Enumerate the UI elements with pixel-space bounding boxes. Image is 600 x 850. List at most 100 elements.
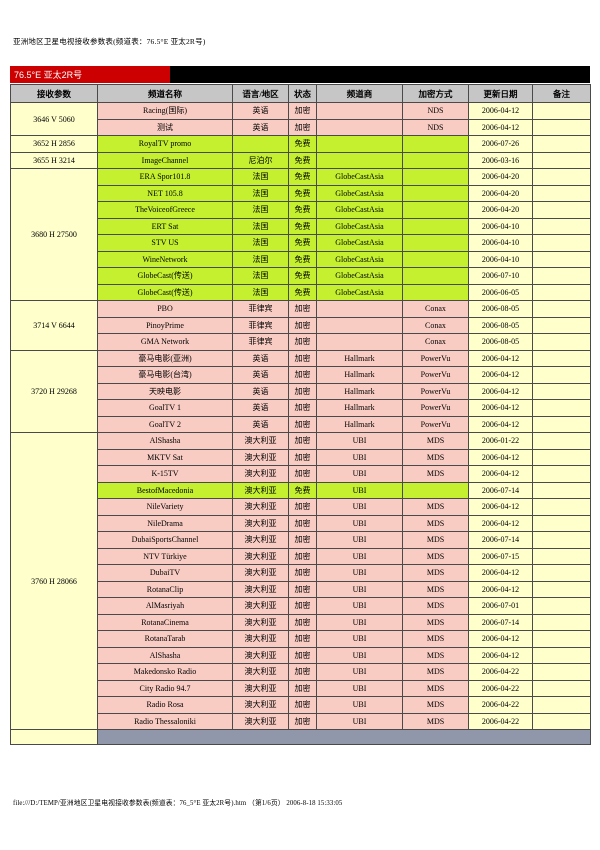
note-cell [532, 514, 591, 532]
language-cell: 法国 [232, 201, 289, 219]
table-row: MKTV Sat 澳大利亚 加密 UBI MDS 2006-04-12 [11, 448, 591, 466]
note-cell [532, 184, 591, 202]
provider-cell: UBI [316, 514, 403, 532]
status-cell: 加密 [288, 399, 317, 417]
status-cell: 加密 [288, 316, 317, 334]
status-cell: 免费 [288, 217, 317, 235]
note-cell [532, 663, 591, 681]
language-cell: 澳大利亚 [232, 696, 289, 714]
table-row: GoalTV 2 英语 加密 Hallmark PowerVu 2006-04-12 [11, 415, 591, 433]
language-cell: 法国 [232, 234, 289, 252]
encryption-cell [402, 151, 469, 169]
table-row: BestofMacedonia 澳大利亚 免费 UBI 2006-07-14 [11, 481, 591, 499]
provider-cell: GlobeCastAsia [316, 267, 403, 285]
satellite-banner-red-segment: 76.5°E 亚太2R号 [10, 66, 170, 83]
channels-table-body: 3646 V 5060 Racing(国际) 英语 加密 NDS 2006-04-12 测试… [10, 102, 591, 745]
date-cell: 2006-07-15 [468, 547, 533, 565]
provider-cell: GlobeCastAsia [316, 234, 403, 252]
channel-name-cell: Racing(国际) [97, 102, 233, 120]
provider-cell: UBI [316, 481, 403, 499]
end-bar-row [10, 729, 591, 745]
encryption-cell: Conax [402, 316, 469, 334]
encryption-cell: PowerVu [402, 366, 469, 384]
language-cell: 澳大利亚 [232, 712, 289, 730]
table-row: 3720 H 29268 豪马电影(亚洲) 英语 加密 Hallmark PowerVu 2… [10, 349, 591, 433]
encryption-cell [402, 135, 469, 153]
encryption-cell: MDS [402, 514, 469, 532]
satellite-banner-label: 76.5°E 亚太2R号 [14, 70, 83, 80]
note-cell [532, 118, 591, 136]
date-cell: 2006-04-12 [468, 448, 533, 466]
provider-cell: Hallmark [316, 366, 403, 384]
status-cell: 免费 [288, 151, 317, 169]
date-cell: 2006-08-05 [468, 316, 533, 334]
language-cell: 澳大利亚 [232, 498, 289, 516]
table-row: GlobeCast(传送) 法国 免费 GlobeCastAsia 2006-06-05 [11, 283, 591, 301]
date-cell: 2006-07-01 [468, 597, 533, 615]
table-row: DubaiTV 澳大利亚 加密 UBI MDS 2006-04-12 [11, 564, 591, 582]
note-cell [532, 151, 591, 169]
channel-name-cell: STV US [97, 234, 233, 252]
channel-name-cell: MKTV Sat [97, 448, 233, 466]
date-cell: 2006-04-12 [468, 415, 533, 433]
provider-cell: UBI [316, 630, 403, 648]
status-cell: 加密 [288, 415, 317, 433]
provider-cell: UBI [316, 531, 403, 549]
page-title: 亚洲地区卫星电视接收参数表(频道表：76.5°E 亚太2R号) [13, 37, 206, 46]
status-cell: 加密 [288, 646, 317, 664]
channel-name-cell: TheVoiceofGreece [97, 201, 233, 219]
language-cell: 澳大利亚 [232, 465, 289, 483]
provider-cell: GlobeCastAsia [316, 168, 403, 186]
provider-cell: UBI [316, 712, 403, 730]
column-header: 加密方式 [402, 84, 469, 103]
date-cell: 2006-07-10 [468, 267, 533, 285]
provider-cell: GlobeCastAsia [316, 184, 403, 202]
table-row: ERT Sat 法国 免费 GlobeCastAsia 2006-04-10 [11, 217, 591, 235]
table-row: PinoyPrime 菲律宾 加密 Conax 2006-08-05 [11, 316, 591, 334]
note-cell [532, 712, 591, 730]
status-cell: 免费 [288, 234, 317, 252]
status-cell: 免费 [288, 168, 317, 186]
table-row: 豪马电影(台湾) 英语 加密 Hallmark PowerVu 2006-04-12 [11, 366, 591, 384]
note-cell [532, 547, 591, 565]
table-row: K-15TV 澳大利亚 加密 UBI MDS 2006-04-12 [11, 465, 591, 483]
note-cell [532, 267, 591, 285]
column-header: 语言/地区 [232, 84, 289, 103]
provider-cell: GlobeCastAsia [316, 250, 403, 268]
status-cell: 加密 [288, 498, 317, 516]
table-row: 3714 V 6644 PBO 菲律宾 加密 Conax 2006-08-05 [10, 300, 591, 351]
table-row: RotanaClip 澳大利亚 加密 UBI MDS 2006-04-12 [11, 580, 591, 598]
channel-name-cell: City Radio 94.7 [97, 679, 233, 697]
language-cell: 英语 [232, 102, 289, 120]
channel-name-cell: Makedonsko Radio [97, 663, 233, 681]
table-row: NileVariety 澳大利亚 加密 UBI MDS 2006-04-12 [11, 498, 591, 516]
channel-name-cell: ImageChannel [97, 151, 233, 169]
channels-table: 接收参数 频道名称 语言/地区 状态 频道商 加密方式 更新日期 备注 3646 V 5060… [10, 84, 591, 745]
encryption-cell: MDS [402, 580, 469, 598]
provider-cell: UBI [316, 564, 403, 582]
encryption-cell: MDS [402, 696, 469, 714]
status-cell: 免费 [288, 283, 317, 301]
language-cell: 澳大利亚 [232, 514, 289, 532]
language-cell: 澳大利亚 [232, 679, 289, 697]
provider-cell: UBI [316, 663, 403, 681]
encryption-cell [402, 250, 469, 268]
encryption-cell [402, 481, 469, 499]
date-cell: 2006-04-22 [468, 663, 533, 681]
column-header: 频道名称 [97, 84, 233, 103]
date-cell: 2006-07-26 [468, 135, 533, 153]
column-header: 备注 [532, 84, 591, 103]
channel-name-cell: GlobeCast(传送) [97, 267, 233, 285]
date-cell: 2006-04-22 [468, 712, 533, 730]
language-cell: 法国 [232, 217, 289, 235]
date-cell: 2006-04-12 [468, 366, 533, 384]
language-cell: 英语 [232, 118, 289, 136]
note-cell [532, 580, 591, 598]
channel-name-cell: GMA Network [97, 333, 233, 351]
language-cell: 澳大利亚 [232, 448, 289, 466]
provider-cell: UBI [316, 448, 403, 466]
note-cell [532, 696, 591, 714]
table-row: TheVoiceofGreece 法国 免费 GlobeCastAsia 2006-04… [11, 201, 591, 219]
channel-name-cell: GoalTV 2 [97, 415, 233, 433]
language-cell: 澳大利亚 [232, 547, 289, 565]
